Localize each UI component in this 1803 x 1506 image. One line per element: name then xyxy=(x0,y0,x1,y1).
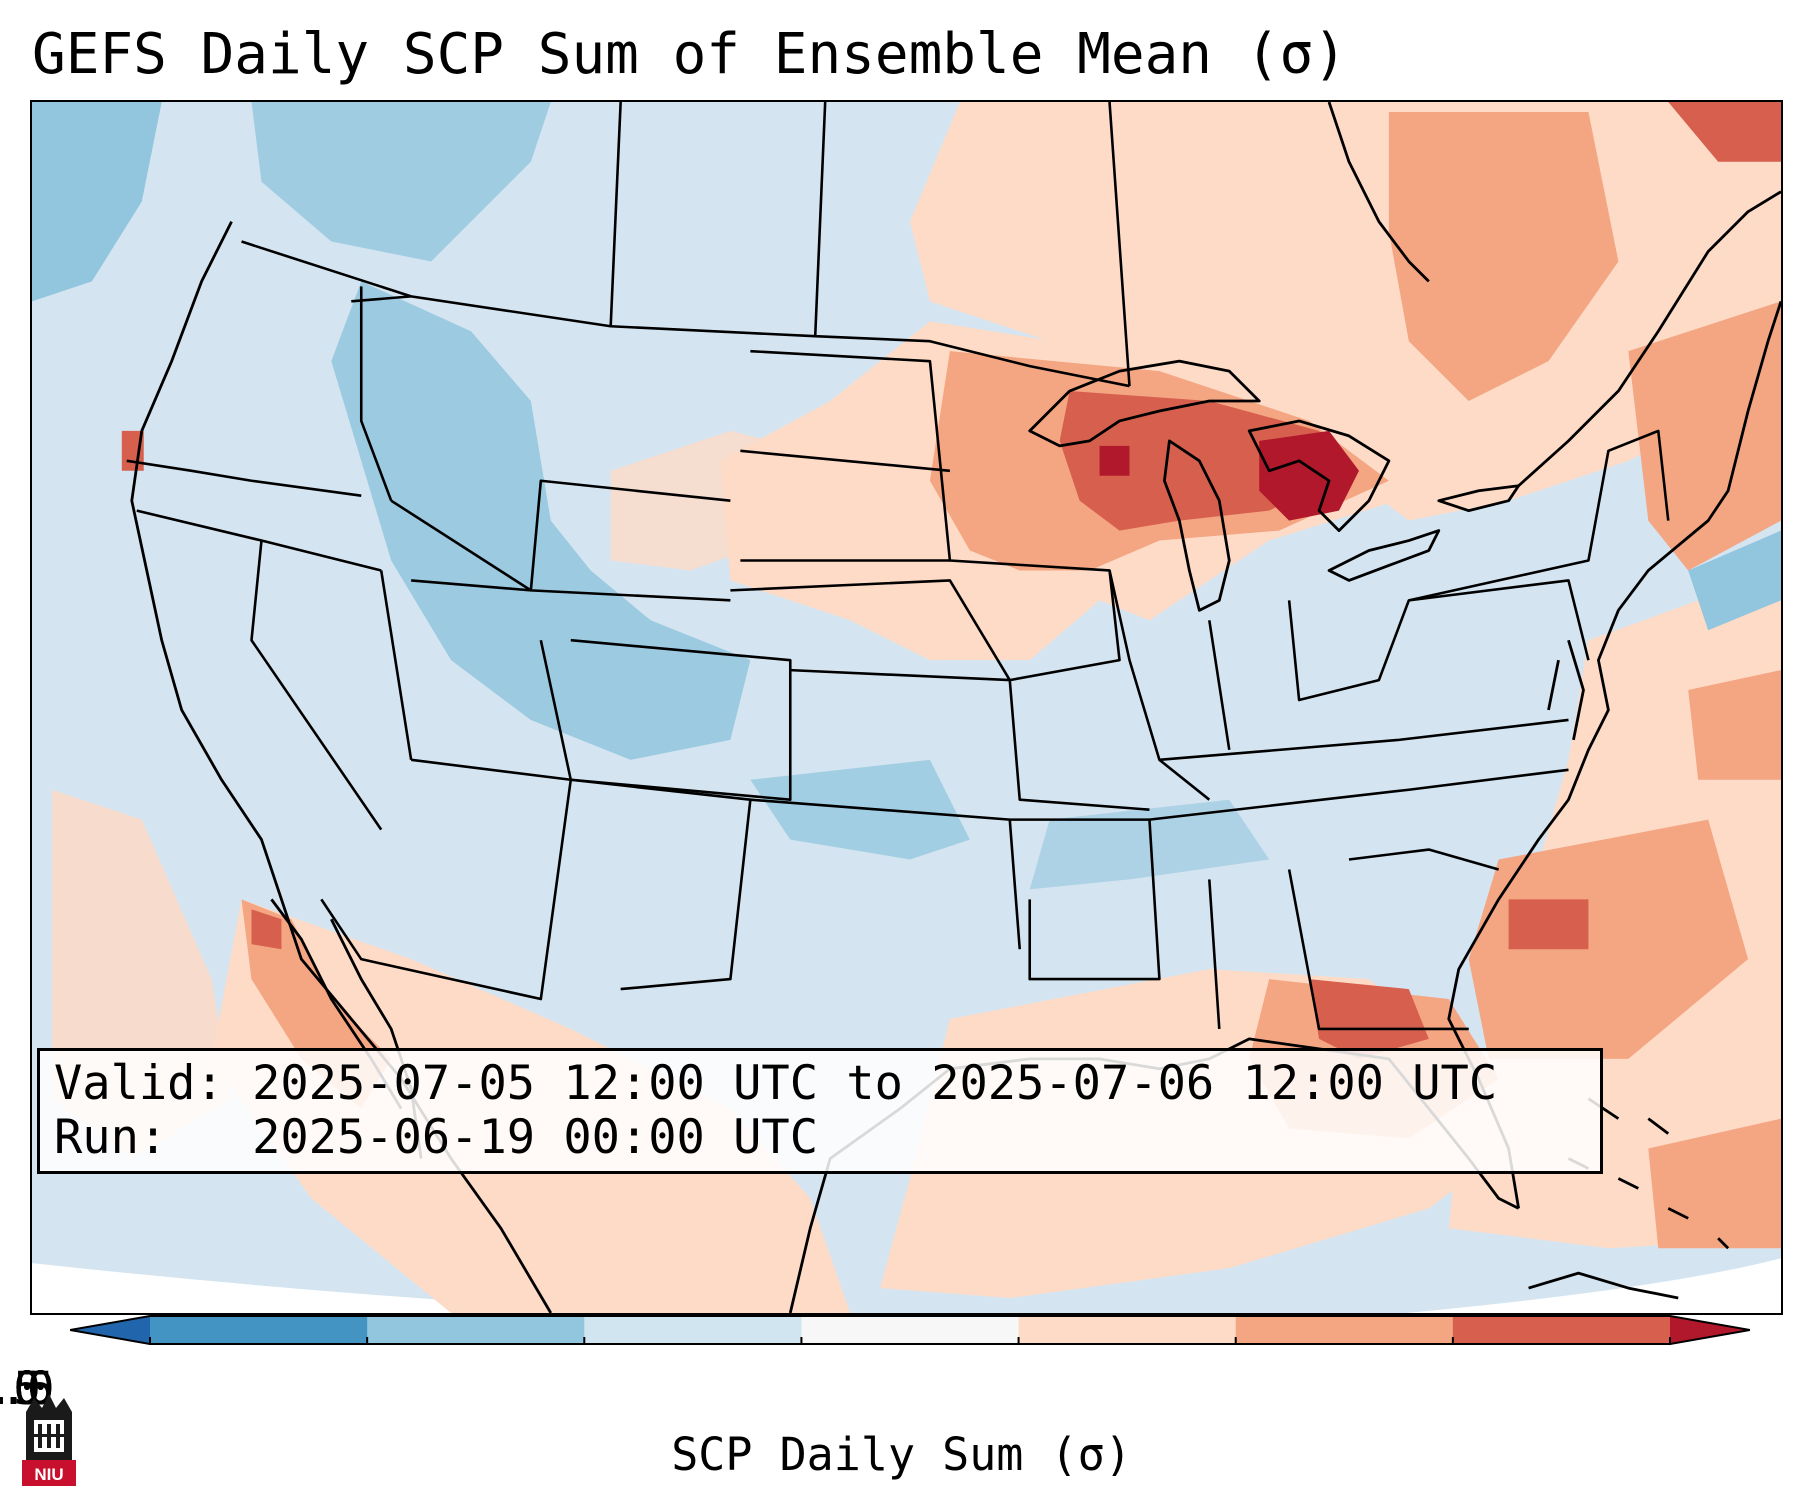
region-quebec-strong xyxy=(1388,111,1619,402)
colorbar-segment xyxy=(1018,1316,1237,1344)
run-label: Run: xyxy=(54,1110,168,1165)
region-atlantic-blue xyxy=(1688,530,1781,631)
region-great-lakes-max xyxy=(1259,430,1359,521)
canada-province-lines xyxy=(351,102,1131,387)
run-value: 2025-06-19 00:00 UTC xyxy=(252,1110,819,1165)
co-ks-ne xyxy=(539,638,792,801)
region-mid-south xyxy=(1029,799,1270,890)
colorbar xyxy=(70,1315,1750,1345)
id-mt xyxy=(359,286,393,502)
region-ks-ok xyxy=(750,759,970,860)
region-atlantic-mid xyxy=(1468,819,1749,1059)
colorbar-segment xyxy=(1235,1316,1454,1344)
region-pnw xyxy=(32,102,162,302)
state-borders xyxy=(126,102,1670,1031)
region-great-basin xyxy=(331,281,751,760)
region-baja-high xyxy=(251,909,282,950)
mn-ia-mo xyxy=(949,559,1150,811)
domain-edge xyxy=(32,1258,1781,1313)
colorbar-segments xyxy=(70,1316,1750,1345)
chart-title: GEFS Daily SCP Sum of Ensemble Mean (σ) xyxy=(32,22,1347,87)
ut-co-wy xyxy=(411,479,731,592)
lake-huron xyxy=(1247,419,1391,532)
ny-new-england xyxy=(1408,429,1670,602)
chesapeake xyxy=(1547,639,1585,741)
ne-ks xyxy=(730,579,1012,682)
colorbar-segment xyxy=(367,1316,585,1344)
mt-wy xyxy=(390,499,731,602)
region-wi-max xyxy=(1099,445,1130,476)
colorbar-segment xyxy=(801,1316,1020,1344)
region-atlantic-high xyxy=(1508,899,1589,950)
lake-erie xyxy=(1327,529,1441,582)
cuba xyxy=(1528,1271,1679,1300)
valid-label: Valid: xyxy=(54,1056,224,1111)
nv-ut xyxy=(379,570,413,761)
region-atlantic-mid2 xyxy=(1688,670,1781,780)
hudson-bay-coast xyxy=(1327,102,1430,283)
colorbar-segment xyxy=(1452,1316,1671,1344)
ar-la-ms xyxy=(1009,818,1161,981)
wa-or xyxy=(126,459,362,497)
logo-text: NIU xyxy=(34,1465,63,1484)
colorbar-segment xyxy=(150,1316,368,1344)
lake-ontario xyxy=(1437,484,1520,513)
valid-value: 2025-07-05 12:00 UTC to 2025-07-06 12:00… xyxy=(252,1056,1498,1111)
dakotas xyxy=(740,349,952,562)
az-nm xyxy=(320,758,573,1001)
colorbar-over-arrow xyxy=(1670,1316,1750,1344)
region-ne-strong xyxy=(1668,102,1781,162)
region-canada-west xyxy=(251,102,551,262)
florida-east xyxy=(1447,300,1781,1209)
oh-pa-ny xyxy=(1287,579,1590,702)
lake-michigan xyxy=(1163,439,1231,612)
colorbar-label: SCP Daily Sum (σ) xyxy=(671,1428,1132,1481)
region-gulf-high xyxy=(1309,979,1429,1059)
ca-nv xyxy=(250,540,383,831)
map-canvas xyxy=(32,102,1781,1313)
niu-logo: NIU xyxy=(22,1394,76,1486)
nm-tx xyxy=(570,778,752,991)
colorbar-outline xyxy=(70,1315,1750,1345)
colorbar-segment xyxy=(584,1316,802,1344)
valid-run-info-box: Valid: 2025-07-05 12:00 UTC to 2025-07-0… xyxy=(37,1048,1603,1174)
lake-superior xyxy=(1028,359,1261,448)
map-panel[interactable] xyxy=(30,100,1783,1315)
wi-il-in xyxy=(1108,570,1231,801)
great-lakes xyxy=(1028,102,1781,612)
al-ga xyxy=(1208,869,1469,1031)
tn-ky xyxy=(1149,718,1569,821)
st-lawrence xyxy=(1517,190,1781,487)
colorbar-under-arrow xyxy=(70,1316,150,1344)
sc-nc xyxy=(1348,848,1500,871)
